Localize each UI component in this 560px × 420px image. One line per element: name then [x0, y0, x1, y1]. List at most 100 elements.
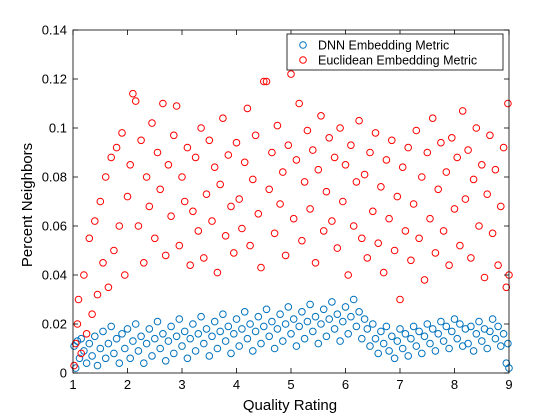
dnn-point-68	[251, 327, 260, 336]
euclidean-point-57	[221, 232, 230, 240]
dnn-point-143	[456, 320, 464, 328]
dnn-point-34	[159, 330, 167, 338]
euclidean-point-36	[164, 161, 173, 169]
dnn-point-155	[488, 315, 497, 323]
euclidean-point-150	[475, 222, 483, 230]
euclidean-point-70	[257, 263, 265, 272]
euclidean-point-62	[235, 195, 243, 203]
dnn-point-126	[409, 322, 418, 331]
euclidean-point-153	[483, 190, 492, 198]
dnn-point-148	[469, 347, 478, 355]
euclidean-point-68	[251, 131, 260, 140]
dnn-point-84	[295, 322, 304, 331]
dnn-point-50	[202, 325, 211, 333]
euclidean-point-117	[385, 214, 393, 223]
dnn-point-49	[200, 339, 208, 348]
dnn-point-73	[265, 332, 274, 341]
euclidean-point-101	[341, 161, 350, 169]
dnn-point-12	[99, 327, 107, 336]
dnn-point-76	[273, 325, 282, 333]
euclidean-point-143	[456, 241, 464, 250]
dnn-point-110	[366, 342, 374, 350]
euclidean-point-124	[404, 143, 413, 152]
euclidean-point-110	[366, 148, 374, 157]
dnn-point-11	[96, 344, 105, 353]
euclidean-point-144	[458, 107, 467, 115]
dnn-point-159	[499, 330, 508, 338]
euclidean-point-54	[213, 268, 222, 277]
euclidean-point-63	[238, 224, 246, 233]
euclidean-point-147	[467, 254, 475, 262]
euclidean-point-41	[178, 173, 186, 181]
euclidean-point-103	[347, 141, 355, 149]
dnn-point-13	[101, 354, 110, 363]
euclidean-point-48	[197, 124, 205, 132]
euclidean-point-105	[352, 178, 361, 186]
euclidean-point-53	[210, 163, 219, 171]
y-tick-label-2: 0.04	[42, 268, 67, 283]
euclidean-point-29	[145, 202, 154, 211]
dnn-point-149	[472, 330, 481, 338]
euclidean-point-142	[453, 153, 462, 162]
euclidean-point-118	[388, 136, 396, 145]
dnn-point-128	[415, 327, 423, 336]
euclidean-point-130	[420, 276, 429, 284]
euclidean-point-114	[377, 183, 385, 191]
legend-label-euclidean: Euclidean Embedding Metric	[318, 54, 477, 68]
dnn-point-18	[115, 359, 124, 368]
dnn-point-108	[360, 315, 369, 323]
dnn-point-77	[276, 310, 284, 319]
dnn-point-46	[191, 347, 200, 355]
euclidean-point-60	[230, 249, 238, 257]
dnn-point-142	[453, 334, 462, 343]
dnn-point-25	[134, 347, 143, 355]
euclidean-point-134	[431, 249, 440, 257]
x-tick-label-1: 2	[124, 377, 131, 392]
dnn-point-32	[153, 317, 162, 326]
euclidean-point-55	[216, 180, 224, 189]
dnn-point-21	[123, 325, 132, 333]
euclidean-point-42	[180, 197, 189, 206]
dnn-point-151	[478, 337, 486, 345]
dnn-point-37	[167, 322, 175, 331]
euclidean-point-140	[448, 134, 456, 142]
euclidean-point-44	[186, 261, 194, 270]
euclidean-point-45	[189, 207, 197, 216]
dnn-point-153	[483, 344, 492, 353]
dnn-point-98	[333, 310, 342, 319]
dnn-point-8	[88, 352, 96, 360]
euclidean-point-12	[99, 259, 107, 267]
euclidean-point-72	[262, 77, 271, 86]
dnn-point-102	[344, 330, 353, 338]
dnn-point-99	[336, 337, 344, 345]
dnn-point-139	[445, 344, 453, 353]
dnn-point-63	[238, 325, 246, 333]
euclidean-point-73	[265, 185, 274, 194]
dnn-point-39	[172, 332, 181, 341]
dnn-point-112	[371, 334, 380, 343]
dnn-point-154	[486, 327, 494, 336]
euclidean-point-126	[409, 200, 418, 208]
euclidean-point-137	[439, 227, 448, 235]
dnn-point-54	[213, 344, 222, 353]
euclidean-point-17	[112, 143, 121, 152]
euclidean-point-21	[123, 192, 132, 201]
euclidean-point-112	[371, 129, 380, 137]
euclidean-point-19	[118, 129, 126, 137]
dnn-point-122	[398, 344, 407, 353]
dnn-point-140	[448, 327, 456, 336]
euclidean-point-25	[134, 222, 143, 230]
dnn-point-88	[306, 300, 314, 309]
euclidean-point-90	[311, 259, 320, 267]
dnn-point-22	[126, 354, 134, 363]
euclidean-point-0	[70, 361, 78, 370]
dnn-point-48	[197, 312, 205, 321]
dnn-point-156	[491, 334, 500, 343]
euclidean-point-148	[469, 175, 478, 184]
dnn-point-114	[377, 327, 385, 336]
dnn-point-87	[303, 317, 312, 326]
dnn-point-15	[107, 322, 115, 331]
dnn-point-10	[93, 361, 102, 370]
dnn-point-47	[194, 330, 203, 338]
